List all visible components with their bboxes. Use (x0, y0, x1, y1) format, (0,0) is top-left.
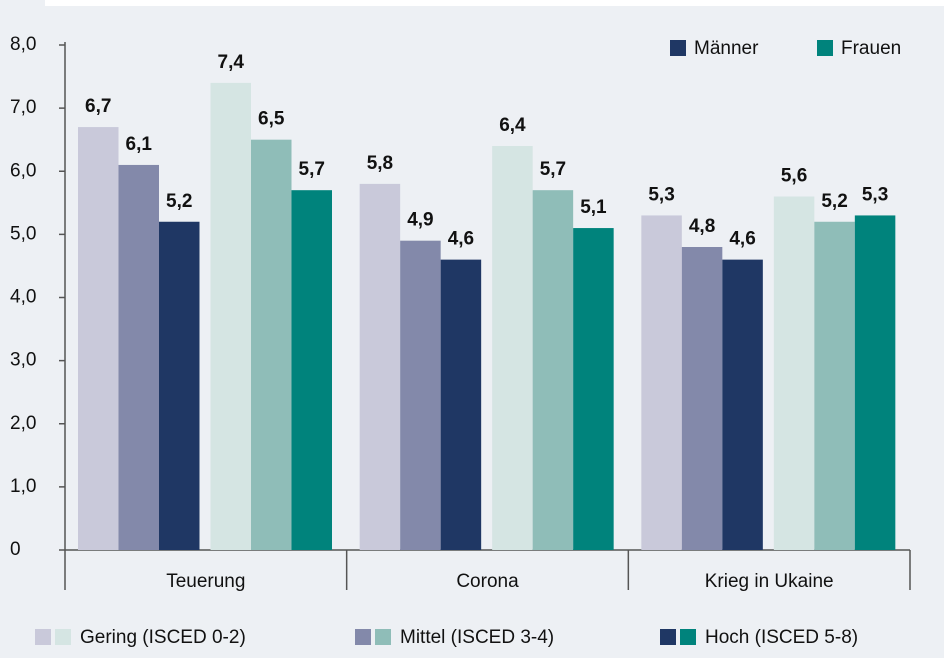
legend-label: Mittel (ISCED 3-4) (400, 627, 554, 648)
value-label: 4,6 (448, 229, 474, 250)
value-label: 5,2 (821, 191, 847, 212)
value-label: 4,9 (407, 210, 433, 231)
legend-swatch (670, 40, 686, 56)
value-label: 4,8 (689, 216, 715, 237)
y-tick-label: 0 (10, 539, 21, 560)
bar (210, 82, 251, 550)
legend-swatch (55, 629, 71, 645)
bar (573, 228, 614, 550)
legend-label: Frauen (841, 38, 901, 59)
value-label: 5,8 (367, 153, 393, 174)
bar (641, 215, 682, 550)
bar (78, 127, 119, 550)
value-label: 6,1 (126, 134, 153, 155)
bar (532, 190, 574, 550)
value-label: 5,1 (580, 197, 607, 218)
y-tick-label: 3,0 (10, 350, 36, 371)
value-label: 4,6 (729, 229, 755, 250)
y-tick-label: 6,0 (10, 160, 36, 181)
bar (291, 190, 332, 550)
legend-swatch (375, 629, 391, 645)
y-tick-label: 7,0 (10, 97, 36, 118)
legend-label: Männer (694, 38, 759, 59)
value-label: 5,3 (648, 184, 674, 205)
legend-swatch (660, 629, 676, 645)
value-label: 7,4 (218, 52, 245, 73)
value-label: 5,3 (862, 184, 888, 205)
bar (492, 146, 533, 550)
legend-swatch (817, 40, 833, 56)
bar (359, 183, 401, 550)
legend-swatch (35, 629, 51, 645)
x-tick-label: Krieg in Ukaine (705, 571, 834, 592)
x-tick-label: Corona (456, 571, 519, 592)
bar (722, 259, 763, 550)
legend-swatch (680, 629, 696, 645)
bar (440, 259, 482, 550)
x-tick-label: Teuerung (166, 571, 245, 592)
y-tick-label: 4,0 (10, 287, 36, 308)
legend-label: Gering (ISCED 0-2) (80, 627, 246, 648)
bar (814, 221, 855, 550)
value-label: 6,4 (499, 115, 526, 136)
bar (773, 196, 815, 550)
value-label: 6,5 (258, 109, 285, 130)
bar (681, 247, 723, 550)
y-tick-label: 1,0 (10, 476, 36, 497)
y-tick-label: 5,0 (10, 223, 36, 244)
y-tick-label: 8,0 (10, 34, 36, 55)
bar (400, 240, 441, 550)
value-label: 5,2 (166, 191, 192, 212)
bar (159, 221, 200, 550)
top-strip (45, 0, 944, 6)
value-label: 6,7 (85, 96, 111, 117)
bar (118, 164, 159, 550)
value-label: 5,7 (299, 159, 325, 180)
bar (251, 139, 292, 550)
y-tick-label: 2,0 (10, 413, 36, 434)
bar (854, 215, 896, 550)
value-label: 5,6 (781, 166, 807, 187)
legend-swatch (355, 629, 371, 645)
legend-label: Hoch (ISCED 5-8) (705, 627, 858, 648)
value-label: 5,7 (540, 159, 566, 180)
